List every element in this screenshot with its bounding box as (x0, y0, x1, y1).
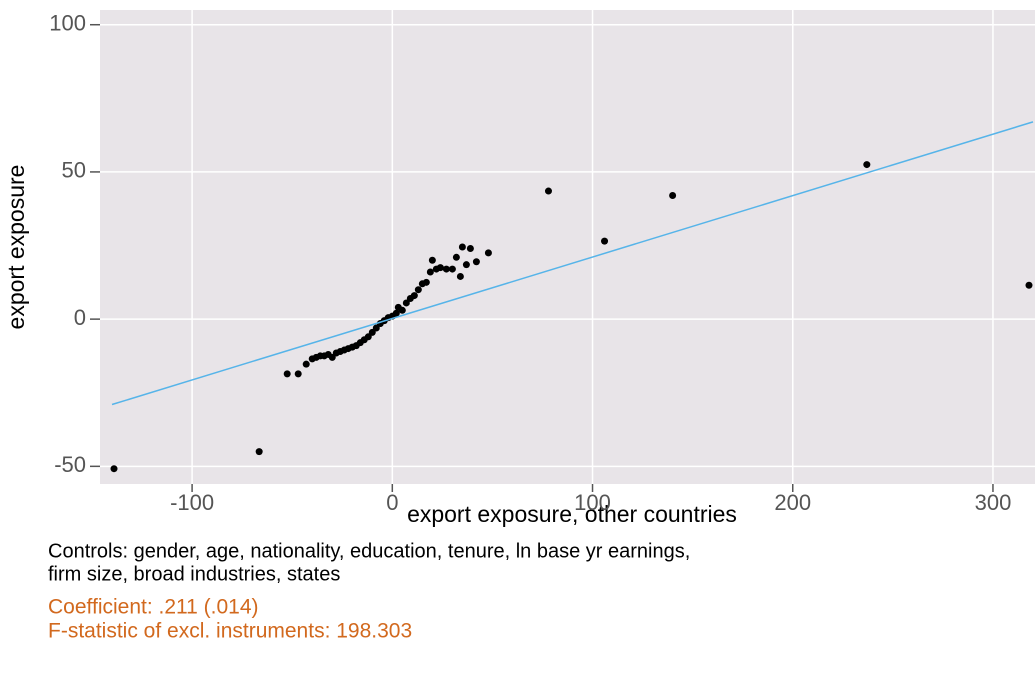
point (283, 370, 291, 378)
point (863, 161, 871, 169)
x-tick-label: 300 (975, 490, 1012, 515)
point (410, 292, 418, 300)
point (398, 306, 406, 314)
point (392, 309, 400, 317)
point (426, 268, 434, 276)
plot-area (100, 10, 1035, 484)
y-axis-label: export exposure (3, 165, 29, 330)
fit-line (111, 121, 1034, 406)
point (436, 264, 444, 272)
point (422, 278, 430, 286)
x-tick-label: 0 (386, 490, 398, 515)
point (544, 187, 552, 195)
point (669, 191, 677, 199)
point (442, 265, 450, 273)
y-tick-label: -50 (54, 452, 86, 477)
stat-line: F-statistic of excl. instruments: 198.30… (48, 620, 412, 643)
x-tick-label: 200 (774, 490, 811, 515)
point (1025, 281, 1033, 289)
point (601, 237, 609, 245)
point (302, 360, 310, 368)
point (414, 286, 422, 294)
point (110, 465, 118, 473)
point (484, 249, 492, 257)
x-tick-label: 100 (574, 490, 611, 515)
point (294, 370, 302, 378)
x-tick-label: -100 (170, 490, 214, 515)
point (255, 448, 263, 456)
point (458, 243, 466, 251)
y-tick-label: 0 (74, 305, 86, 330)
y-tick-label: 100 (49, 11, 86, 36)
y-tick-label: 50 (62, 158, 86, 183)
note-line: firm size, broad industries, states (48, 563, 340, 585)
x-axis-label: export exposure, other countries (407, 501, 737, 527)
stat-line: Coefficient: .211 (.014) (48, 596, 259, 619)
point (472, 258, 480, 266)
point (452, 253, 460, 261)
point (462, 261, 470, 269)
point (456, 272, 464, 280)
point (466, 244, 474, 252)
point (428, 256, 436, 264)
point (448, 265, 456, 273)
note-line: Controls: gender, age, nationality, educ… (48, 540, 690, 562)
